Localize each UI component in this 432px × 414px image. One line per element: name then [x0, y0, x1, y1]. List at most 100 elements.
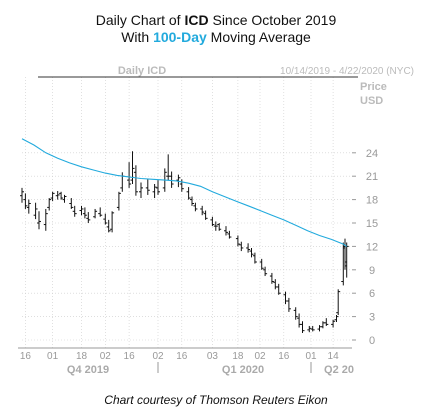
price-bar [331, 319, 336, 328]
y-tick-label: 3 [369, 312, 375, 324]
price-bar [86, 212, 91, 223]
price-bar [55, 191, 60, 200]
chart-title-line-2: With 100-Day Moving Average [0, 29, 432, 45]
price-bar [297, 313, 302, 328]
price-bar [200, 205, 205, 216]
y-axis-label-price: Price [360, 81, 387, 93]
price-bar [224, 226, 228, 236]
chart-grid [22, 77, 352, 348]
x-tick-label: 02 [254, 351, 266, 362]
price-bar [82, 207, 87, 219]
price-bar [103, 213, 108, 225]
quarter-label: Q2 20 [324, 364, 354, 376]
x-tick-label: 16 [124, 351, 136, 362]
price-bar [43, 208, 48, 231]
price-bar [72, 205, 77, 217]
moving-average-line [21, 138, 348, 247]
price-bar [249, 247, 254, 258]
y-tick-label: 6 [369, 288, 375, 300]
y-tick-label: 12 [366, 241, 378, 253]
price-bar [210, 216, 215, 227]
x-tick-label: 16 [20, 351, 32, 362]
price-bar [79, 205, 84, 216]
price-bar [120, 172, 125, 192]
title-pre: Daily Chart of [95, 12, 185, 28]
x-tick-label: 01 [305, 351, 317, 362]
price-bar [246, 243, 251, 253]
price-bar [300, 321, 305, 333]
price-bar [133, 165, 138, 196]
x-tick-label: 18 [76, 351, 88, 362]
price-bar [106, 219, 111, 233]
price-bars [20, 151, 349, 333]
x-tick-label: 14 [328, 351, 340, 362]
x-tick-label: 16 [176, 351, 188, 362]
y-tick-label: 18 [366, 195, 378, 207]
price-bar [50, 191, 55, 202]
x-tick-label: 18 [232, 351, 244, 362]
price-bar [283, 291, 288, 305]
price-bar [139, 182, 143, 199]
price-bar [286, 297, 291, 312]
panel-label: Daily ICD [118, 65, 166, 77]
price-bar [334, 315, 339, 323]
price-bar [293, 307, 298, 320]
price-bar [20, 187, 24, 203]
price-bar [273, 279, 278, 290]
chart-credit: Chart courtesy of Thomson Reuters Eikon [104, 393, 328, 407]
price-bar [169, 171, 174, 188]
price-bar [324, 318, 329, 326]
price-bar [47, 198, 52, 211]
price-bar [252, 252, 257, 264]
subtitle-pre: With [121, 29, 154, 45]
quarter-labels: Q4 2019 Q1 2020 Q2 20 [67, 362, 354, 376]
price-bar [130, 151, 135, 184]
x-tick-label: 02 [100, 351, 112, 362]
y-tick-label: 24 [366, 148, 378, 160]
price-bar [166, 154, 171, 181]
price-bar [320, 321, 325, 329]
price-bar [239, 241, 244, 252]
price-bar [259, 258, 264, 270]
price-bar [37, 211, 41, 230]
price-bar [98, 207, 103, 217]
price-bar [317, 325, 322, 332]
title-post: Since October 2019 [208, 12, 337, 28]
subtitle-post: Moving Average [206, 29, 311, 45]
price-bar [62, 194, 67, 203]
title-ticker: ICD [184, 12, 209, 28]
x-tick-label: 02 [152, 351, 164, 362]
y-axis-label-usd: USD [360, 95, 383, 107]
price-bar [213, 221, 218, 231]
price-bar [127, 162, 132, 188]
y-tick-label: 15 [366, 218, 378, 230]
price-bar [276, 283, 281, 295]
price-bar [217, 223, 222, 231]
price-bar [110, 211, 115, 233]
price-bar [307, 325, 312, 333]
price-bar [23, 193, 28, 209]
x-tick-label: 03 [207, 351, 219, 362]
price-bar [156, 180, 160, 195]
date-range-label: 10/14/2019 - 4/22/2020 (NYC) [280, 66, 414, 77]
y-tick-label: 21 [366, 171, 378, 183]
price-bar [203, 210, 208, 220]
price-bar [152, 184, 157, 199]
subtitle-highlight: 100-Day [153, 29, 207, 45]
y-axis-ticks: 0 3 6 9 12 15 18 21 24 [352, 148, 378, 347]
price-bar [263, 266, 268, 277]
quarter-label: Q1 2020 [222, 364, 264, 376]
price-bar [336, 289, 341, 316]
x-tick-label: 16 [278, 351, 290, 362]
price-bar [344, 242, 349, 278]
price-bar [59, 191, 64, 200]
x-tick-label: 01 [47, 351, 59, 362]
price-bar [193, 202, 198, 212]
chart-title-line-1: Daily Chart of ICD Since October 2019 [0, 12, 432, 28]
y-tick-label: 9 [369, 265, 375, 277]
price-bar [235, 235, 240, 247]
price-bar [186, 187, 191, 200]
price-bar [33, 202, 38, 220]
price-bar [93, 208, 98, 219]
